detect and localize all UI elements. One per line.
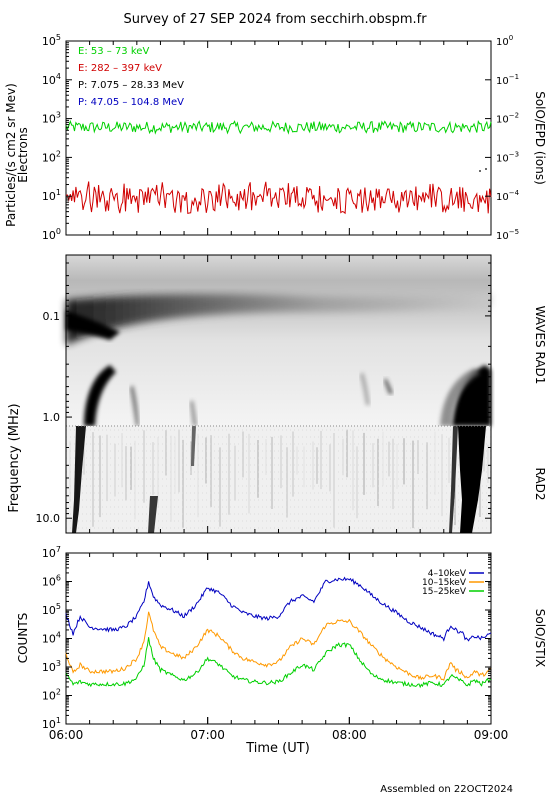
- rad1-burst-faint: [384, 378, 393, 394]
- waves-y-ticks: 0.1 1.0 10.0: [36, 262, 491, 525]
- stix-legend-label: 15–25keV: [422, 587, 467, 597]
- stix-ytick-label: 102: [42, 688, 61, 703]
- rad1-burst-late-halo: [440, 368, 480, 426]
- epd-ytick-label: 104: [42, 72, 61, 87]
- stix-xlabel: Time (UT): [245, 741, 310, 756]
- waves-label-rad2: RAD2: [533, 468, 547, 501]
- stix-ytick-label: 107: [42, 545, 61, 560]
- rad2-burst-late-edge: [449, 426, 458, 533]
- epd-ytick-label: 102: [42, 149, 61, 164]
- epd-legend: E: 53 – 73 keV E: 282 – 397 keV P: 7.075 –…: [78, 46, 184, 108]
- stix-legend-label: 10–15keV: [422, 578, 467, 588]
- footer-assembled: Assembled on 22OCT2024: [380, 784, 513, 795]
- rad1-dark-band: [66, 294, 491, 345]
- epd-ytick-label: 105: [42, 33, 61, 48]
- waves-label-rad1: WAVES RAD1: [533, 306, 547, 385]
- epd-panel: 100 101 102 103 104 105 10−5 10−4 10−3 10−2 10−1 10…: [4, 33, 547, 242]
- epd-ytick-label: 101: [42, 188, 61, 203]
- stix-xtick-label: 07:00: [190, 728, 225, 742]
- waves-panel: 0.1 1.0 10.0 Frequency (MHz) WAVES RAD1 RA…: [7, 254, 547, 534]
- epd-ylabel-electrons: Electrons: [16, 127, 30, 182]
- rad1-background: [66, 255, 491, 426]
- rad1-burst-faint: [360, 372, 370, 405]
- waves-ylabel: Frequency (MHz): [7, 403, 22, 512]
- epd-ytick-right-label: 100: [496, 34, 513, 48]
- epd-proton-point: [479, 170, 481, 172]
- epd-ytick-label: 100: [42, 227, 61, 242]
- stix-series-line: [65, 637, 492, 689]
- rad1-burst-early: [84, 365, 116, 426]
- epd-legend-entry: E: 282 – 397 keV: [78, 63, 162, 74]
- rad2-burst-early: [72, 426, 86, 533]
- rad1-burst-faint: [190, 400, 197, 426]
- epd-legend-entry: P: 47.05 – 104.8 MeV: [78, 97, 184, 108]
- epd-y-ticks: 100 101 102 103 104 105 10−5 10−4 10−3 10−2 10−1 10…: [42, 33, 520, 242]
- rad1-black-core: [66, 310, 120, 340]
- stix-xtick-label: 08:00: [332, 728, 367, 742]
- epd-ytick-right-label: 10−2: [496, 112, 519, 126]
- stix-ytick-label: 104: [42, 631, 61, 646]
- epd-ylabel-particles: Particles/(s cm2 sr Mev): [4, 83, 18, 227]
- epd-series-group: [65, 119, 492, 215]
- stix-ytick-label: 106: [42, 574, 61, 589]
- stix-series-group: [65, 576, 492, 689]
- stix-ytick-label: 105: [42, 602, 61, 617]
- rad2-stripes: [66, 428, 491, 529]
- waves-ytick-label: 0.1: [43, 310, 61, 323]
- rad2-burst-mid: [148, 496, 158, 533]
- epd-series-line: [65, 119, 492, 135]
- rad2-burst-mid: [191, 426, 196, 466]
- stix-x-ticks: 06:00 07:00 08:00 09:00: [49, 41, 509, 742]
- stix-y-ticks: 101 102 103 104 105 106 107: [42, 545, 491, 731]
- epd-ytick-right-label: 10−3: [496, 150, 519, 164]
- stix-series-line: [65, 576, 492, 642]
- epd-ytick-right-label: 10−5: [496, 228, 519, 242]
- stix-ytick-label: 103: [42, 659, 61, 674]
- stix-xtick-label: 09:00: [474, 728, 509, 742]
- epd-ylabel-right: SolO/EPD (ions): [533, 91, 547, 185]
- stix-series-line: [65, 611, 492, 681]
- stix-ylabel: COUNTS: [16, 613, 30, 664]
- epd-legend-entry: E: 53 – 73 keV: [78, 46, 149, 57]
- stix-ytick-label: 101: [42, 716, 61, 731]
- epd-series-line: [65, 181, 492, 215]
- figure-title: Survey of 27 SEP 2024 from secchirh.obsp…: [123, 12, 427, 27]
- epd-ytick-label: 103: [42, 111, 61, 126]
- epd-proton-point: [485, 168, 487, 170]
- stix-legend-label: 4–10keV: [428, 569, 467, 579]
- waves-ytick-label: 1.0: [43, 411, 61, 424]
- stix-panel: 101 102 103 104 105 106 107 06:00 07:00 08:00 09:…: [16, 41, 547, 756]
- waves-ytick-label: 10.0: [36, 512, 61, 525]
- stix-xtick-label: 06:00: [49, 728, 84, 742]
- rad1-burst-late: [452, 365, 491, 426]
- rad2-burst-late: [458, 426, 486, 533]
- epd-ytick-right-label: 10−1: [496, 73, 519, 87]
- epd-legend-entry: P: 7.075 – 28.33 MeV: [78, 80, 184, 91]
- stix-label-right: SolO/STIX: [533, 609, 547, 668]
- rad1-burst-faint: [130, 385, 139, 426]
- epd-ytick-right-label: 10−4: [496, 189, 520, 203]
